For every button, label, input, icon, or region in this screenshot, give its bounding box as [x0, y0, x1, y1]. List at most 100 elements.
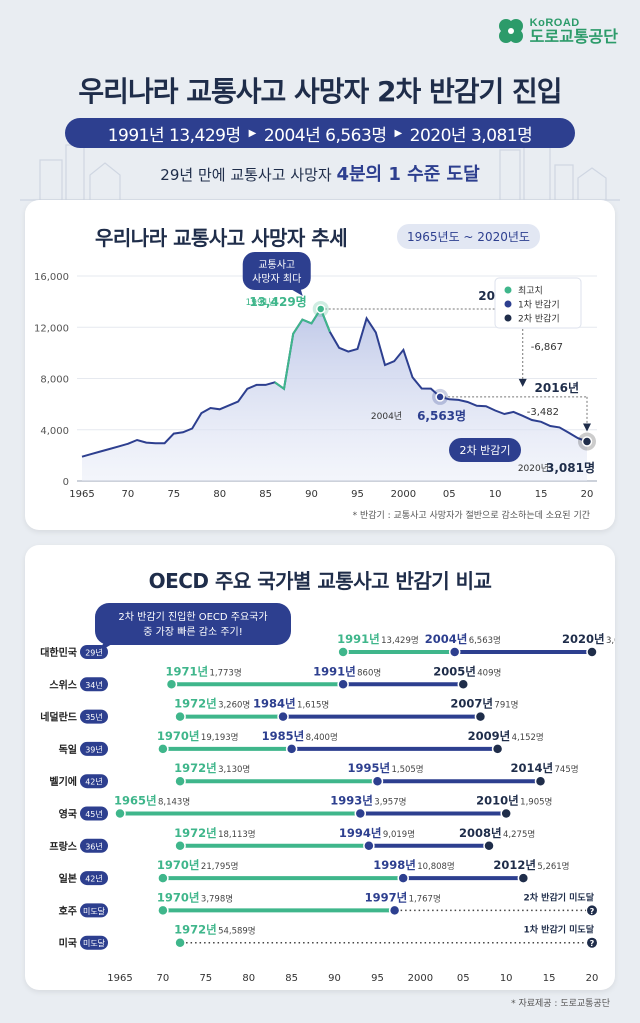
legend-label: 최고치 [518, 285, 543, 297]
year-label: 1965년 [114, 794, 157, 808]
year-marker [165, 678, 178, 691]
diff-2016-label: -3,482 [527, 407, 559, 418]
value-label: 8,400명 [306, 732, 338, 743]
period-badge-text: 36년 [85, 841, 103, 851]
period-badge [80, 709, 108, 724]
value-label: 3,260명 [218, 700, 250, 711]
year-label: 2005년 [433, 664, 476, 678]
x-tick-label: 85 [285, 973, 298, 984]
peak-year-label: 1991년 [246, 297, 277, 308]
year-marker [174, 775, 186, 787]
period-badge-text: 미도달 [83, 907, 106, 916]
period-badge-text: 42년 [85, 874, 103, 884]
country-row: 미국 미도달 ? 1차 반감기 미도달 1972년 54,589명 [59, 923, 597, 950]
country-row: 프랑스 36년 1972년 18,113명 1994년 9,019명 2008년 4,275명 [49, 826, 535, 853]
x-tick-label: 10 [500, 973, 513, 984]
y-tick-label: 0 [63, 477, 69, 488]
legend-marker [504, 286, 512, 294]
x-tick-label: 1965 [69, 489, 94, 500]
year-marker [397, 872, 409, 884]
unreached-note: 1차 반감기 미도달 [524, 924, 595, 936]
year-label: 1970년 [157, 858, 200, 872]
value-label: 54,589명 [218, 926, 256, 937]
unknown-marker [587, 937, 597, 948]
value-label: 791명 [494, 700, 518, 711]
year-label: 1995년 [347, 761, 390, 775]
year-marker [371, 775, 384, 787]
country-name: 미국 [59, 937, 77, 950]
final-year-label: 2020년 [518, 463, 549, 474]
page-title: 우리나라 교통사고 사망자 2차 반감기 진입 [78, 75, 562, 108]
year-label: 2009년 [468, 729, 511, 743]
year-marker [448, 646, 461, 658]
period-badge-text: 34년 [85, 680, 103, 690]
headline-2004: 2004년 6,563명 [263, 125, 387, 146]
period-badge [80, 903, 108, 918]
x-tick-label: 85 [259, 489, 272, 500]
series-line [81, 306, 588, 458]
value-label: 1,773명 [209, 667, 241, 678]
year-label: 2010년 [476, 794, 519, 808]
x-tick-label: 75 [199, 973, 212, 984]
country-name: 호주 [59, 904, 77, 917]
half1-value-label: 6,563명 [417, 409, 466, 423]
country-row: 호주 미도달 ? 2차 반감기 미도달 1970년 3,798명 1997년 1,767명 [59, 890, 597, 918]
country-row: 독일 39년 1970년 19,193명 1985년 8,400명 2009년 4,152명 [59, 729, 544, 756]
year-marker [491, 743, 504, 755]
y-tick-label: 16,000 [34, 272, 69, 283]
value-label: 8,143명 [158, 797, 190, 808]
x-tick-label: 15 [543, 973, 556, 984]
value-label: 3,081명 [606, 635, 615, 646]
year-marker [354, 807, 367, 820]
value-label: 18,113명 [218, 829, 256, 840]
period-badge [80, 838, 108, 853]
question-icon: ? [590, 907, 595, 916]
x-tick-label: 90 [305, 489, 318, 500]
x-tick-label: 70 [157, 973, 170, 984]
legend-label: 2차 반감기 [518, 313, 560, 325]
value-label: 21,795명 [201, 861, 239, 872]
value-label: 745명 [555, 764, 579, 775]
x-tick-label: 90 [328, 973, 341, 984]
value-label: 9,019명 [383, 829, 415, 840]
footnote: * 반감기 : 교통사고 사망자가 절반으로 감소하는데 소요된 기간 [353, 509, 590, 521]
diff-2013-label: -6,867 [531, 342, 563, 353]
year-label: 1971년 [165, 664, 208, 678]
year-marker [337, 646, 349, 658]
year-marker [363, 840, 375, 852]
year-marker [157, 743, 169, 755]
oecd-bubble-text: 중 가장 빠른 감소 주기! [143, 626, 243, 638]
half2-marker [581, 436, 593, 447]
year-label: 1972년 [174, 826, 217, 840]
year-label: 1985년 [262, 729, 305, 743]
x-tick-label: 2000 [408, 973, 433, 984]
y-tick-label: 8,000 [40, 375, 69, 386]
year-label: 2014년 [511, 761, 554, 775]
year-marker [534, 775, 547, 787]
period-badge-text: 39년 [85, 744, 103, 754]
arrow-down-icon [583, 423, 591, 432]
value-label: 1,767명 [409, 893, 441, 904]
country-name: 프랑스 [49, 841, 77, 853]
value-label: 1,505명 [391, 764, 423, 775]
country-row: 영국 45년 1965년 8,143명 1993년 3,957명 2010년 1,905명 [59, 794, 552, 821]
subtitle-text: 29년 만에 교통사고 사망자 [160, 166, 337, 184]
period-badge [80, 741, 108, 756]
country-name: 네덜란드 [40, 711, 77, 724]
peak-marker [315, 304, 326, 314]
year-marker [114, 807, 126, 820]
value-label: 860명 [357, 667, 381, 678]
legend-marker [504, 300, 512, 308]
x-tick-label: 2000 [391, 489, 416, 500]
year-label: 1991년 [313, 664, 356, 678]
headline-2020: 2020년 3,081명 [409, 125, 533, 146]
peak-bubble-tail [290, 289, 303, 296]
peak-bubble-text: 교통사고 [258, 259, 295, 271]
year-marker [517, 872, 530, 884]
year-label: 2012년 [493, 858, 536, 872]
value-label: 6,563명 [469, 635, 501, 646]
year-marker [157, 904, 169, 917]
subtitle-highlight: 4분의 1 수준 도달 [336, 164, 480, 185]
arrow-right-icon: ▶ [248, 127, 257, 139]
